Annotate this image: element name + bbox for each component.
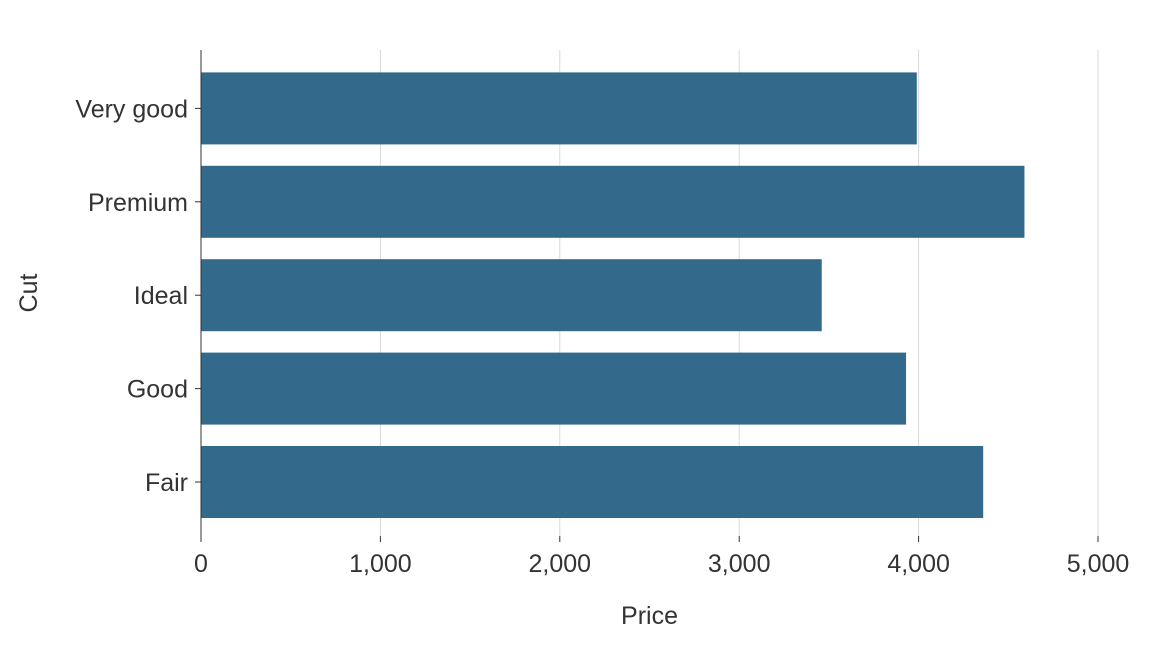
y-axis-title: Cut (15, 273, 43, 312)
x-tick-label: 0 (194, 550, 208, 578)
y-axis-ticks: Fair Good Ideal Premium Very good (75, 95, 201, 497)
y-tick-label: Fair (145, 469, 188, 497)
x-tick-label: 5,000 (1067, 550, 1130, 578)
bar-very-good (201, 72, 917, 145)
bar-premium (201, 165, 1025, 238)
x-tick-label: 4,000 (887, 550, 950, 578)
y-tick-label: Good (127, 376, 188, 404)
x-tick-label: 1,000 (349, 550, 412, 578)
x-tick-label: 2,000 (529, 550, 592, 578)
x-axis-ticks: 0 1,000 2,000 3,000 4,000 5,000 (194, 536, 1129, 578)
y-tick-label: Ideal (134, 282, 188, 310)
x-tick-label: 3,000 (708, 550, 771, 578)
bar-ideal (201, 259, 822, 332)
bar-good (201, 352, 907, 425)
y-tick-label: Premium (88, 189, 188, 217)
bars (201, 72, 1025, 518)
x-axis-title: Price (621, 602, 678, 630)
bar-fair (201, 446, 984, 518)
y-tick-label: Very good (75, 95, 188, 123)
